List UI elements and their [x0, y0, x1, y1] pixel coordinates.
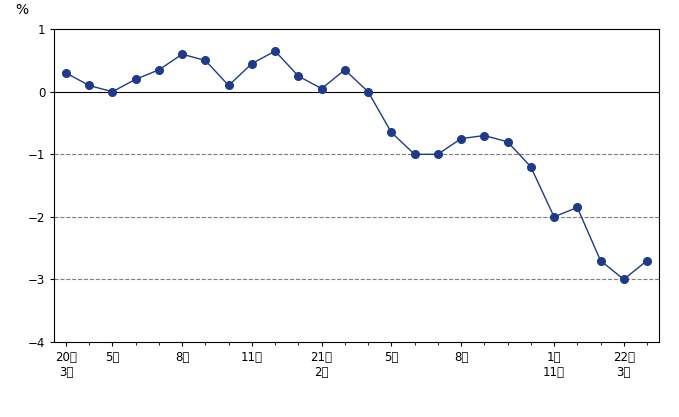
Text: %: %: [15, 3, 28, 17]
